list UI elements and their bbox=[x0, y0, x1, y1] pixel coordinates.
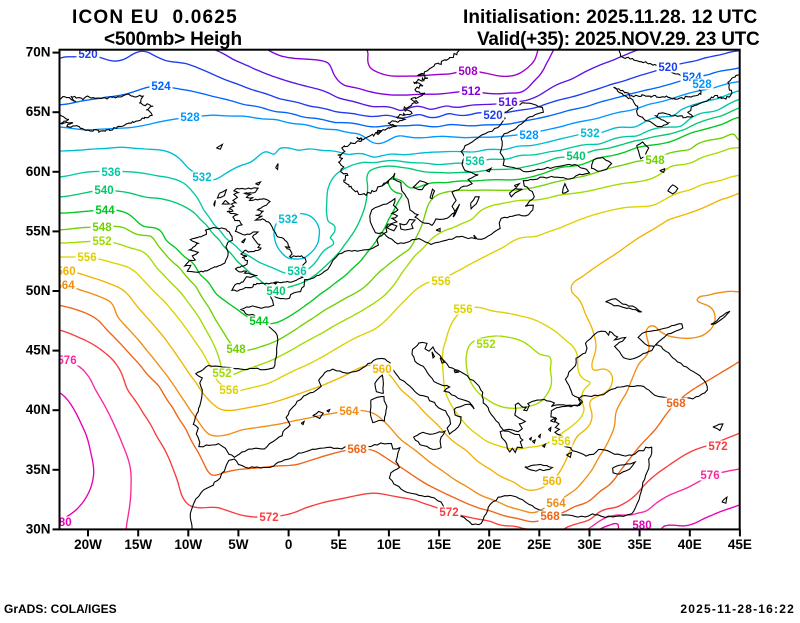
svg-text:548: 548 bbox=[92, 222, 112, 234]
svg-text:20E: 20E bbox=[477, 537, 501, 552]
svg-text:<500mb> Heigh: <500mb> Heigh bbox=[104, 29, 242, 50]
svg-text:60N: 60N bbox=[26, 164, 51, 179]
svg-text:520: 520 bbox=[78, 49, 97, 61]
svg-text:5W: 5W bbox=[228, 537, 249, 552]
svg-text:30N: 30N bbox=[26, 521, 51, 536]
svg-text:45N: 45N bbox=[26, 343, 51, 358]
svg-text:540: 540 bbox=[266, 286, 285, 298]
svg-text:560: 560 bbox=[56, 266, 75, 278]
svg-text:5E: 5E bbox=[331, 537, 348, 552]
svg-text:536: 536 bbox=[101, 167, 120, 179]
svg-text:580: 580 bbox=[52, 517, 71, 529]
svg-text:556: 556 bbox=[77, 252, 96, 264]
svg-text:25E: 25E bbox=[527, 537, 551, 552]
svg-text:540: 540 bbox=[94, 185, 113, 197]
svg-text:532: 532 bbox=[192, 172, 211, 184]
svg-text:532: 532 bbox=[580, 128, 599, 140]
svg-text:Valid(+35): 2025.NOV.29. 23 UT: Valid(+35): 2025.NOV.29. 23 UTC bbox=[477, 29, 760, 50]
svg-text:35N: 35N bbox=[26, 462, 51, 477]
svg-text:564: 564 bbox=[339, 406, 359, 418]
svg-text:520: 520 bbox=[483, 110, 502, 122]
svg-text:536: 536 bbox=[287, 266, 306, 278]
svg-text:556: 556 bbox=[453, 304, 472, 316]
svg-text:552: 552 bbox=[476, 339, 495, 351]
svg-text:40E: 40E bbox=[678, 537, 702, 552]
svg-text:532: 532 bbox=[278, 214, 297, 226]
svg-text:568: 568 bbox=[540, 511, 560, 523]
svg-text:2025-11-28-16:22: 2025-11-28-16:22 bbox=[680, 602, 795, 616]
svg-text:0: 0 bbox=[285, 537, 293, 552]
svg-text:512: 512 bbox=[461, 86, 480, 98]
svg-text:528: 528 bbox=[519, 130, 539, 142]
svg-text:508: 508 bbox=[458, 66, 478, 78]
svg-text:564: 564 bbox=[546, 498, 566, 510]
svg-text:536: 536 bbox=[465, 156, 484, 168]
svg-text:568: 568 bbox=[666, 398, 686, 410]
svg-text:560: 560 bbox=[542, 476, 561, 488]
svg-text:556: 556 bbox=[551, 436, 570, 448]
svg-text:568: 568 bbox=[347, 444, 367, 456]
svg-text:556: 556 bbox=[431, 276, 450, 288]
svg-text:564: 564 bbox=[55, 280, 75, 292]
svg-text:524: 524 bbox=[151, 81, 171, 93]
svg-text:10E: 10E bbox=[377, 537, 401, 552]
svg-text:10W: 10W bbox=[174, 537, 202, 552]
svg-text:516: 516 bbox=[498, 97, 517, 109]
svg-text:45E: 45E bbox=[728, 537, 752, 552]
svg-text:55N: 55N bbox=[26, 223, 51, 238]
svg-text:540: 540 bbox=[566, 151, 585, 163]
svg-text:65N: 65N bbox=[26, 104, 51, 119]
svg-text:520: 520 bbox=[658, 62, 677, 74]
svg-text:572: 572 bbox=[439, 507, 458, 519]
svg-text:528: 528 bbox=[692, 79, 712, 91]
svg-text:35E: 35E bbox=[628, 537, 652, 552]
svg-text:40N: 40N bbox=[26, 402, 51, 417]
svg-text:576: 576 bbox=[57, 355, 76, 367]
svg-text:560: 560 bbox=[372, 364, 391, 376]
svg-text:572: 572 bbox=[708, 441, 727, 453]
svg-text:20W: 20W bbox=[74, 537, 102, 552]
svg-text:572: 572 bbox=[259, 512, 278, 524]
svg-text:552: 552 bbox=[92, 236, 111, 248]
svg-text:580: 580 bbox=[632, 520, 651, 532]
svg-text:70N: 70N bbox=[26, 45, 51, 60]
svg-text:576: 576 bbox=[700, 470, 719, 482]
svg-text:552: 552 bbox=[212, 368, 231, 380]
svg-text:Initialisation: 2025.11.28. 12: Initialisation: 2025.11.28. 12 UTC bbox=[463, 7, 757, 28]
svg-text:30E: 30E bbox=[577, 537, 601, 552]
svg-text:548: 548 bbox=[645, 155, 665, 167]
svg-text:556: 556 bbox=[219, 385, 238, 397]
svg-text:544: 544 bbox=[249, 316, 269, 328]
svg-text:GrADS: COLA/IGES: GrADS: COLA/IGES bbox=[4, 602, 117, 616]
svg-text:15E: 15E bbox=[427, 537, 451, 552]
svg-text:50N: 50N bbox=[26, 283, 51, 298]
svg-text:548: 548 bbox=[226, 344, 246, 356]
svg-text:528: 528 bbox=[180, 112, 200, 124]
svg-text:544: 544 bbox=[95, 205, 115, 217]
svg-text:ICON EU 0.0625: ICON EU 0.0625 bbox=[72, 7, 238, 28]
svg-text:15W: 15W bbox=[124, 537, 152, 552]
